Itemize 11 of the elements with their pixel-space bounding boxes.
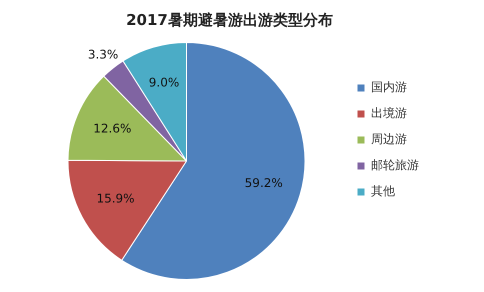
data-label: 3.3% <box>88 48 118 62</box>
legend-label: 其他 <box>371 184 395 198</box>
data-label: 9.0% <box>148 76 180 90</box>
legend-label: 邮轮旅游 <box>371 158 419 172</box>
legend-label: 出境游 <box>371 106 407 120</box>
data-label: 59.2% <box>244 176 283 190</box>
legend-label: 周边游 <box>371 132 407 146</box>
chart-title: 2017暑期避暑游出游类型分布 <box>126 10 333 29</box>
data-label: 12.6% <box>93 122 132 136</box>
data-label: 15.9% <box>96 191 135 206</box>
legend-label: 国内游 <box>371 80 407 94</box>
